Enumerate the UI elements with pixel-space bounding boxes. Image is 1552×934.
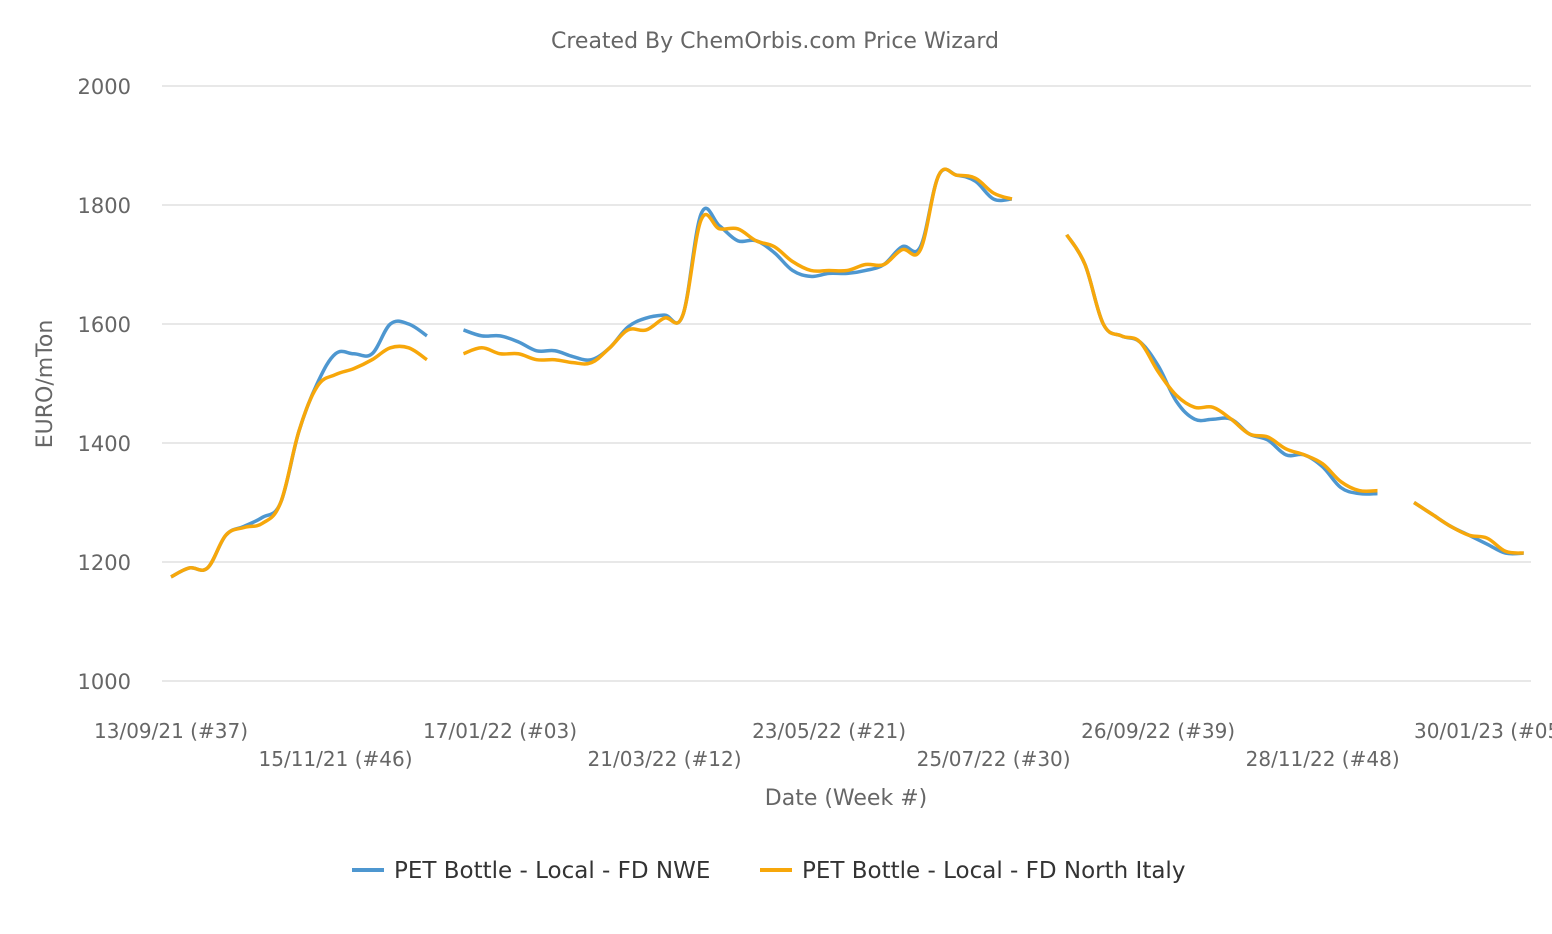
x-tick-label: 23/05/22 (#21) — [752, 719, 906, 743]
series-line-segment — [170, 344, 428, 579]
gridlines — [162, 85, 1531, 682]
series-0 — [170, 167, 1524, 579]
y-tick-label: 2000 — [78, 75, 131, 99]
x-axis-ticks: 13/09/21 (#37) 15/11/21 (#46) 17/01/22 (#0… — [94, 719, 1552, 771]
legend-label-nwe: PET Bottle - Local - FD NWE — [394, 858, 710, 884]
series-lines — [170, 167, 1524, 579]
legend-item-nwe[interactable]: PET Bottle - Local - FD NWE — [352, 858, 710, 884]
x-tick-label: 26/09/22 (#39) — [1081, 719, 1235, 743]
x-tick-label: 28/11/22 (#48) — [1246, 747, 1400, 771]
x-axis-label: Date (Week #) — [765, 786, 927, 811]
x-tick-label: 15/11/21 (#46) — [259, 747, 413, 771]
series-line-segment — [1065, 233, 1378, 496]
chart-title: Created By ChemOrbis.com Price Wizard — [551, 29, 999, 54]
series-1 — [170, 167, 1524, 579]
series-line-segment — [1065, 233, 1378, 494]
x-tick-label: 25/07/22 (#30) — [917, 747, 1071, 771]
legend-label-north-italy: PET Bottle - Local - FD North Italy — [802, 858, 1185, 884]
x-tick-label: 21/03/22 (#12) — [588, 747, 742, 771]
legend: PET Bottle - Local - FD NWE PET Bottle -… — [352, 858, 1185, 884]
x-tick-label: 13/09/21 (#37) — [94, 719, 248, 743]
series-line-segment — [1413, 501, 1524, 555]
y-axis-label: EURO/mTon — [33, 320, 58, 449]
y-tick-label: 1200 — [78, 551, 131, 575]
x-tick-label: 17/01/22 (#03) — [423, 719, 577, 743]
legend-item-north-italy[interactable]: PET Bottle - Local - FD North Italy — [760, 858, 1185, 884]
series-line-segment — [462, 167, 1013, 362]
y-axis-ticks: 1000 1200 1400 1600 1800 2000 — [78, 75, 131, 694]
series-line-segment — [1413, 501, 1524, 556]
y-tick-label: 1400 — [78, 432, 131, 456]
y-tick-label: 1000 — [78, 670, 131, 694]
series-line-segment — [462, 167, 1013, 366]
x-tick-label: 30/01/23 (#05 — [1414, 719, 1552, 743]
series-line-segment — [170, 319, 428, 579]
y-tick-label: 1800 — [78, 194, 131, 218]
y-tick-label: 1600 — [78, 313, 131, 337]
